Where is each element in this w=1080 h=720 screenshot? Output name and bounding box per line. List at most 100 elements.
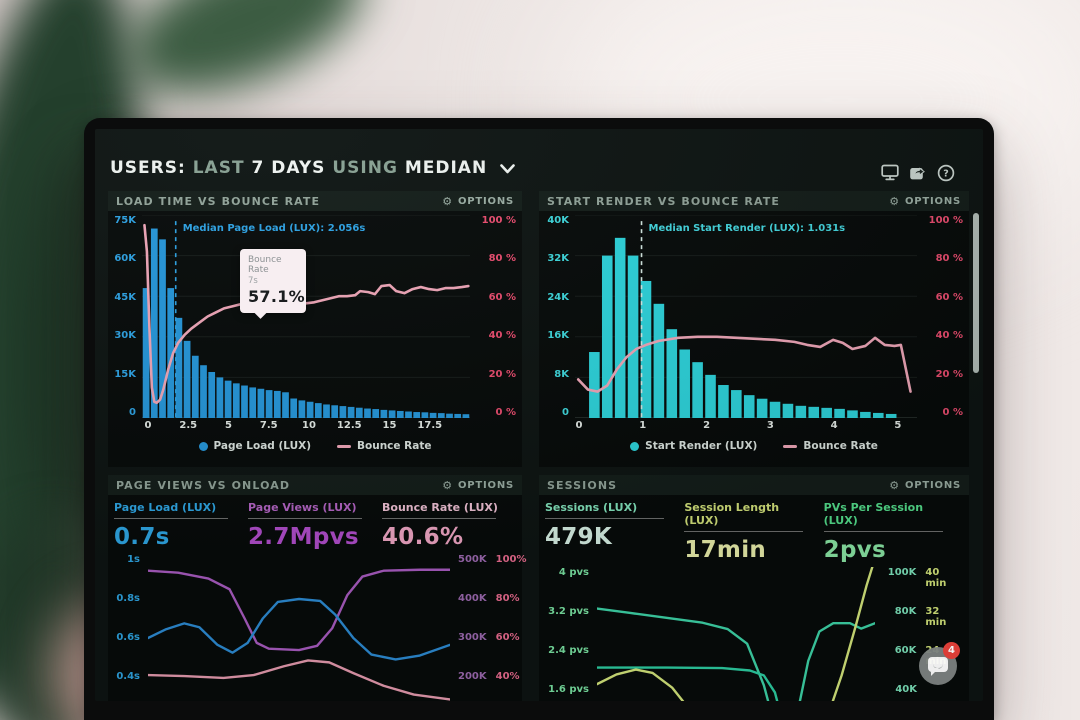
axis-tick: 60 % <box>488 291 516 303</box>
right-axis: 100 % 80 % 60 % 40 % 20 % 0 % <box>917 215 963 418</box>
axis-tick: 40 % <box>935 330 963 342</box>
chart-area: 75K 60K 45K 30K 15K 0 Median Page Load (LUX):… <box>108 215 522 418</box>
axis-tick: 1.6 pvs <box>548 684 589 695</box>
help-icon[interactable]: ? <box>936 163 955 182</box>
axis-tick: 8K <box>554 368 569 380</box>
chart-area: 4 pvs 3.2 pvs 2.4 pvs 1.6 pvs 100K 40 min 80K… <box>539 567 969 701</box>
axis-tick-col: 200K <box>458 671 487 682</box>
axis-tick: 0.8s <box>116 593 140 604</box>
background-leaf <box>106 0 384 123</box>
axis-tick: 75K <box>114 215 136 226</box>
axis-tick-col: 60% <box>495 632 520 643</box>
axis-tick: 100 % <box>481 215 516 226</box>
axis-tick-col: 40 min <box>925 567 947 589</box>
chart-legend: Start Render (LUX) Bounce Rate <box>539 434 969 458</box>
options-button[interactable]: ⚙ OPTIONS <box>889 480 961 491</box>
load-time-chart-canvas[interactable] <box>142 215 470 418</box>
axis-tick-col: 100% <box>495 554 527 565</box>
x-axis-tick: 15 <box>382 420 397 431</box>
tooltip-subtitle: 7s <box>248 276 258 286</box>
axis-tick: 500K 100% <box>458 554 527 593</box>
left-axis: 75K 60K 45K 30K 15K 0 <box>114 215 142 418</box>
panel-title: LOAD TIME VS BOUNCE RATE <box>116 194 321 208</box>
metric-sessions: Sessions (LUX) 479K <box>545 501 684 563</box>
legend-item[interactable]: Start Render (LUX) <box>630 440 757 452</box>
x-axis-tick: 2 <box>703 420 711 431</box>
legend-item[interactable]: Bounce Rate <box>337 440 431 452</box>
x-axis-tick: 4 <box>830 420 838 431</box>
options-button[interactable]: ⚙ OPTIONS <box>442 480 514 491</box>
dashboard-filter-dropdown[interactable]: USERS: LAST 7 DAYS USING MEDIAN <box>110 158 515 179</box>
sessions-chart-canvas[interactable] <box>597 567 875 701</box>
x-axis: 0 2.5 5 7.5 10 12.5 15 17.5 <box>144 420 470 434</box>
gear-icon: ⚙ <box>442 194 453 208</box>
chart-legend: Page Load (LUX) Bounce Rate <box>108 434 522 458</box>
filter-word-last: LAST <box>192 158 245 178</box>
axis-tick: 300K 60% <box>458 632 520 671</box>
legend-item[interactable]: Page Load (LUX) <box>198 440 312 452</box>
chat-notification-badge: 4 <box>943 642 960 659</box>
axis-tick: 0 % <box>495 406 516 418</box>
options-button[interactable]: ⚙ OPTIONS <box>889 196 961 207</box>
axis-tick: 40 % <box>488 330 516 342</box>
chevron-down-icon <box>500 159 515 179</box>
panel-header: PAGE VIEWS VS ONLOAD ⚙ OPTIONS <box>108 475 522 495</box>
onload-lines-plot <box>148 554 450 701</box>
share-icon[interactable] <box>908 163 927 182</box>
legend-item[interactable]: Bounce Rate <box>783 440 878 452</box>
axis-tick: 60K <box>114 253 136 265</box>
x-axis-tick: 3 <box>766 420 774 431</box>
axis-tick: 32K <box>547 253 569 265</box>
legend-label: Page Load (LUX) <box>213 440 312 452</box>
metric-label: Session Length (LUX) <box>684 501 780 527</box>
metrics-row: Page Load (LUX) 0.7s Page Views (LUX) 2.… <box>108 495 522 550</box>
axis-tick-col: 40K <box>895 684 917 695</box>
x-axis-tick: 17.5 <box>417 420 443 431</box>
metric-value: 40.6% <box>382 524 464 550</box>
axis-tick: 0 <box>129 406 136 418</box>
chart-area: 1s 0.8s 0.6s 0.4s 500K 100% 400K 80% 300K 60% 200… <box>108 554 527 701</box>
axis-tick: 80 % <box>488 253 516 265</box>
panel-sessions: SESSIONS ⚙ OPTIONS Sessions (LUX) 479K Se… <box>539 475 969 701</box>
metrics-row: Sessions (LUX) 479K Session Length (LUX)… <box>539 495 969 563</box>
metric-value: 0.7s <box>114 524 170 550</box>
axis-tick: 30K <box>114 330 136 342</box>
gear-icon: ⚙ <box>889 194 900 208</box>
axis-tick: 3.2 pvs <box>548 606 589 617</box>
axis-tick-col: 80K <box>894 606 917 617</box>
axis-tick: 0.6s <box>116 632 140 643</box>
gear-icon: ⚙ <box>889 478 900 492</box>
dot-swatch <box>630 441 640 451</box>
chat-widget-button[interactable]: 4 <box>919 642 960 685</box>
panel-header: START RENDER VS BOUNCE RATE ⚙ OPTIONS <box>539 191 969 211</box>
x-axis-tick: 12.5 <box>336 420 362 431</box>
median-annotation: Median Start Render (LUX): 1.031s <box>648 223 846 234</box>
x-axis-tick: 0 <box>575 420 583 431</box>
axis-tick: 60 % <box>935 291 963 303</box>
axis-tick: 40K <box>547 215 569 226</box>
x-axis-tick: 7.5 <box>259 420 278 431</box>
axis-tick-col: 500K <box>458 554 487 565</box>
load-time-plot: Median Page Load (LUX): 2.056s Bounce Ra… <box>142 215 470 418</box>
x-axis-tick: 5 <box>225 420 232 431</box>
x-axis-tick: 0 <box>144 420 152 431</box>
legend-label: Bounce Rate <box>357 440 432 452</box>
panel-title: PAGE VIEWS VS ONLOAD <box>116 478 291 492</box>
metric-underline <box>382 518 497 519</box>
scrollbar-thumb[interactable] <box>973 213 979 373</box>
options-button[interactable]: ⚙ OPTIONS <box>442 196 514 207</box>
panel-title: SESSIONS <box>547 478 618 492</box>
axis-tick: 0.4s <box>116 671 140 682</box>
left-axis: 40K 32K 24K 16K 8K 0 <box>545 215 575 418</box>
axis-tick: 80 % <box>935 253 963 265</box>
metric-value: 479K <box>545 524 613 550</box>
axis-tick: 45K <box>114 291 136 303</box>
axis-tick: 24K <box>547 291 569 303</box>
start-render-chart-canvas[interactable] <box>575 215 917 418</box>
metric-value: 17min <box>684 537 767 563</box>
axis-tick-col: 80% <box>495 593 520 604</box>
onload-chart-canvas[interactable] <box>148 554 450 701</box>
axis-tick: 40K <box>883 684 963 701</box>
x-axis-tick: 1 <box>639 420 647 431</box>
monitor-icon[interactable] <box>880 163 899 182</box>
